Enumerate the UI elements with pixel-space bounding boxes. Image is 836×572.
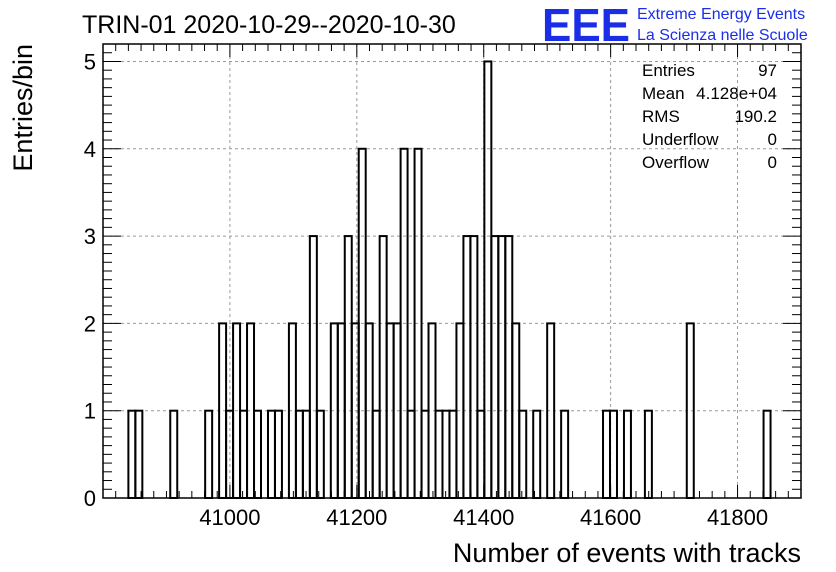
- histogram-bin: [294, 409, 304, 500]
- stats-rms-value: 190.2: [734, 107, 777, 126]
- eee-logo: EEE Extreme Energy Events La Scienza nel…: [542, 0, 808, 51]
- axis-ticks: 41000 41200 41400 41600 41800 0 1 2 3 4 5: [84, 43, 802, 530]
- histogram-bin: [504, 235, 514, 499]
- y-tick-label: 1: [84, 399, 96, 424]
- histogram-bin: [483, 60, 493, 499]
- histogram-bin: [301, 409, 311, 500]
- histogram-bin: [602, 409, 612, 500]
- histogram-bin: [134, 409, 144, 500]
- x-tick-label: 41800: [707, 505, 768, 530]
- histogram-bin: [560, 409, 570, 500]
- histogram-bin: [762, 409, 772, 500]
- histogram-bin: [469, 235, 479, 499]
- stats-entries-value: 97: [758, 61, 777, 80]
- logo-letters: EEE: [542, 0, 630, 51]
- histogram-bin: [343, 235, 353, 499]
- histogram-bin: [371, 409, 381, 500]
- histogram-bin: [518, 409, 528, 500]
- stats-box: Entries 97 Mean 4.128e+04 RMS 190.2 Unde…: [642, 61, 777, 172]
- stats-mean-label: Mean: [642, 84, 685, 103]
- histogram-bin: [532, 409, 542, 500]
- grid-layer: [103, 44, 801, 498]
- histogram-bin: [239, 409, 249, 500]
- stats-entries-label: Entries: [642, 61, 695, 80]
- histogram-bin: [378, 235, 388, 499]
- histogram-bin: [406, 409, 416, 500]
- stats-overflow-value: 0: [768, 153, 777, 172]
- histogram-bin: [490, 235, 500, 499]
- stats-underflow-label: Underflow: [642, 130, 719, 149]
- histogram-bin: [273, 409, 283, 500]
- histogram-bins: [127, 60, 772, 500]
- histogram-bin: [266, 409, 276, 500]
- histogram-bin: [308, 235, 318, 499]
- x-tick-label: 41400: [453, 505, 514, 530]
- histogram-bin: [169, 409, 179, 500]
- logo-line-2: La Scienza nelle Scuole: [637, 27, 808, 44]
- histogram-bin: [441, 409, 451, 500]
- histogram-bin: [127, 409, 137, 500]
- histogram-bin: [315, 409, 325, 500]
- histogram-bin: [643, 409, 653, 500]
- histogram-bin: [204, 409, 214, 500]
- y-tick-label: 4: [84, 137, 96, 162]
- stats-mean-value: 4.128e+04: [696, 84, 777, 103]
- logo-line-1: Extreme Energy Events: [637, 6, 805, 23]
- y-axis-title: Entries/bin: [8, 44, 38, 172]
- histogram-bin: [253, 409, 263, 500]
- x-axis-title: Number of events with tracks: [453, 538, 801, 568]
- x-tick-label: 41600: [580, 505, 641, 530]
- y-tick-label: 5: [84, 49, 96, 74]
- histogram-bin: [497, 235, 507, 499]
- histogram-bin: [622, 409, 632, 500]
- chart-title: TRIN-01 2020-10-29--2020-10-30: [82, 11, 456, 39]
- plot-frame: [102, 43, 802, 499]
- x-tick-label: 41000: [199, 505, 260, 530]
- y-tick-label: 0: [84, 486, 96, 511]
- y-tick-label: 2: [84, 311, 96, 336]
- stats-rms-label: RMS: [642, 107, 680, 126]
- histogram-bin: [462, 235, 472, 499]
- x-tick-label: 41200: [326, 505, 387, 530]
- stats-underflow-value: 0: [768, 130, 777, 149]
- stats-overflow-label: Overflow: [642, 153, 710, 172]
- histogram-bin: [448, 409, 458, 500]
- histogram-bin: [434, 409, 444, 500]
- histogram-bin: [420, 409, 430, 500]
- y-tick-label: 3: [84, 224, 96, 249]
